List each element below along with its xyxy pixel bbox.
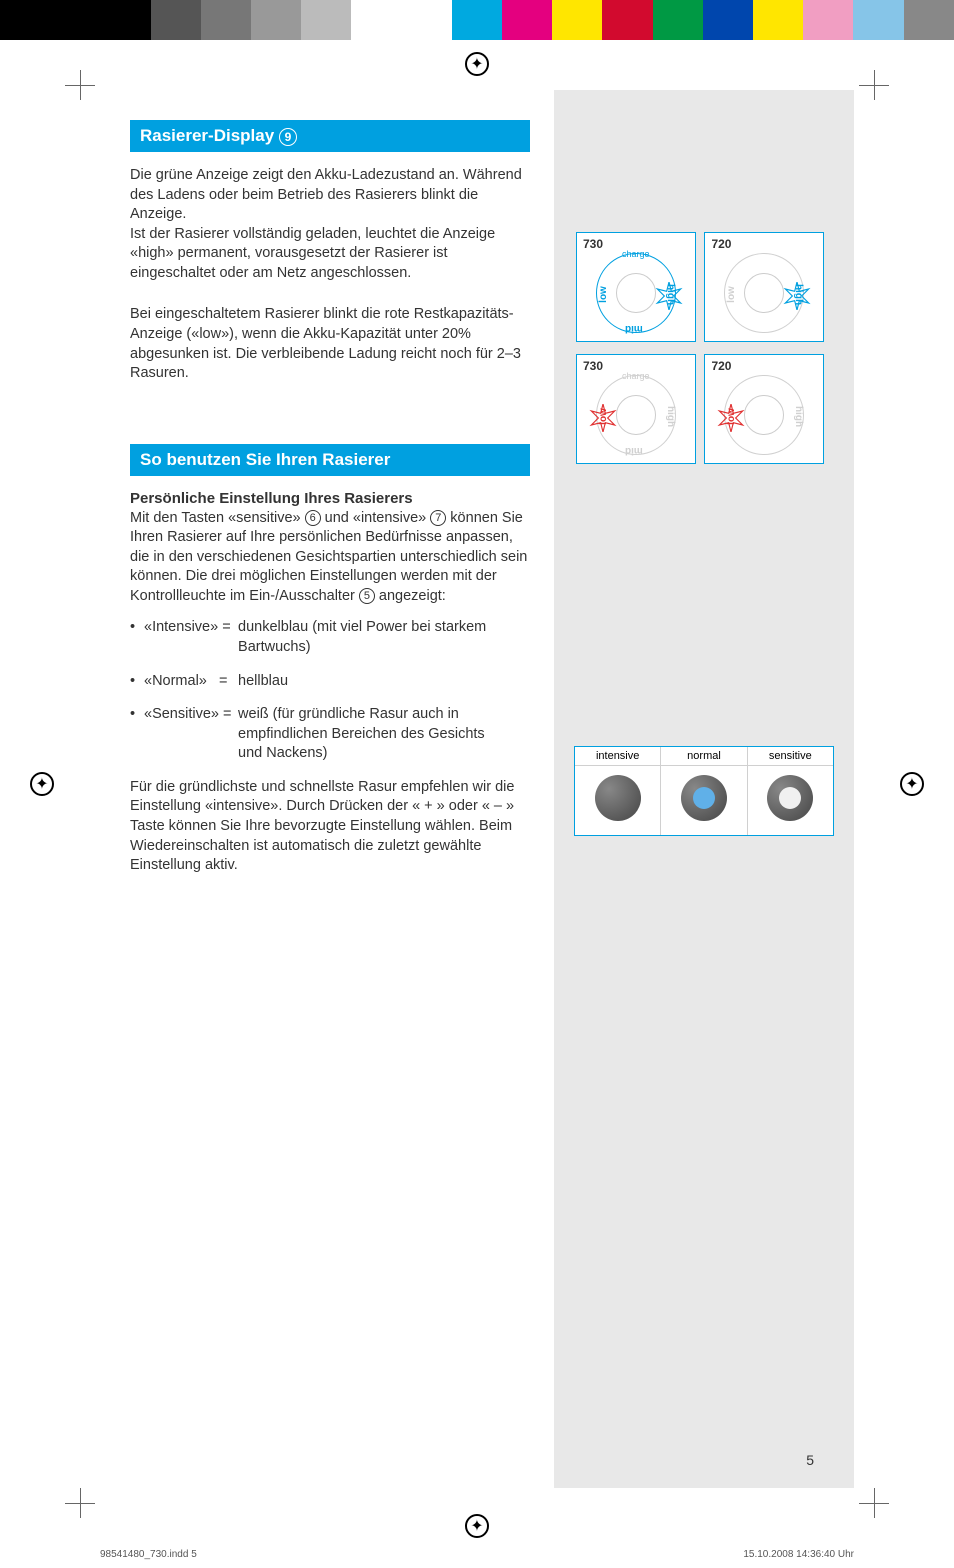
display-diagram-720: 720 low high [704, 354, 824, 464]
color-segment [100, 0, 150, 40]
color-segment [502, 0, 552, 40]
color-segment [0, 0, 50, 40]
crop-mark [859, 1488, 889, 1518]
color-segment [803, 0, 853, 40]
diagram-row-high: 730 charge low high mid 720 low high [574, 230, 834, 344]
page-number: 5 [806, 1452, 814, 1468]
footer-timestamp: 15.10.2008 14:36:40 Uhr [743, 1549, 854, 1560]
registration-mark [900, 772, 924, 796]
color-segment [251, 0, 301, 40]
dial-icon: low high mid [596, 375, 676, 455]
settings-list: «Intensive» = dunkelblau (mit viel Power… [130, 618, 530, 763]
print-color-bar [0, 0, 954, 40]
paragraph: Bei eingeschaltetem Rasierer blinkt die … [130, 305, 530, 383]
indicator-burst-icon [655, 282, 683, 310]
reference-number: 7 [430, 510, 446, 526]
color-segment [201, 0, 251, 40]
paragraph: Mit den Tasten «sensitive» 6 und «intens… [130, 509, 530, 607]
crop-mark [65, 1488, 95, 1518]
paragraph: Für die gründlichste und schnellste Rasu… [130, 778, 530, 876]
display-diagram-730: 730 charge low high mid [576, 354, 696, 464]
right-column: 730 charge low high mid 720 low high [574, 120, 834, 836]
list-item: «Intensive» = dunkelblau (mit viel Power… [130, 618, 530, 657]
color-segment [402, 0, 452, 40]
diagram-row-low: 730 charge low high mid 720 low high [574, 352, 834, 466]
color-segment [602, 0, 652, 40]
registration-mark [30, 772, 54, 796]
display-diagram-730: 730 charge low high mid [576, 232, 696, 342]
crop-mark [65, 70, 95, 100]
color-segment [653, 0, 703, 40]
subheading: Persönliche Einstellung Ihres Rasierers [130, 490, 530, 507]
indicator-burst-icon [589, 404, 617, 432]
color-segment [301, 0, 351, 40]
heading-display: Rasierer-Display 9 [130, 120, 530, 152]
knob-icon [767, 775, 813, 821]
main-column: Rasierer-Display 9 Die grüne Anzeige zei… [130, 120, 530, 898]
reference-number: 9 [279, 128, 297, 146]
knob-icon [595, 775, 641, 821]
color-segment [552, 0, 602, 40]
list-item: «Sensitive» = weiß (für gründliche Rasur… [130, 705, 530, 764]
dial-icon: low high [724, 375, 804, 455]
dial-icon: low high mid [596, 253, 676, 333]
crop-mark [859, 70, 889, 100]
color-segment [703, 0, 753, 40]
registration-mark [465, 52, 489, 76]
dial-icon: low high [724, 253, 804, 333]
mode-normal: normal [661, 747, 747, 835]
list-item: «Normal» = hellblau [130, 672, 530, 692]
display-diagram-720: 720 low high [704, 232, 824, 342]
mode-intensive: intensive [575, 747, 661, 835]
indicator-burst-icon [717, 404, 745, 432]
heading-text: So benutzen Sie Ihren Rasierer [140, 450, 390, 469]
heading-usage: So benutzen Sie Ihren Rasierer [130, 444, 530, 476]
heading-text: Rasierer-Display [140, 126, 274, 145]
page-content: Rasierer-Display 9 Die grüne Anzeige zei… [130, 90, 854, 1488]
mode-diagram: intensive normal sensitive [574, 746, 834, 836]
color-segment [452, 0, 502, 40]
indicator-burst-icon [783, 282, 811, 310]
knob-icon [681, 775, 727, 821]
reference-number: 6 [305, 510, 321, 526]
mode-sensitive: sensitive [748, 747, 833, 835]
color-segment [50, 0, 100, 40]
reference-number: 5 [359, 588, 375, 604]
color-segment [351, 0, 401, 40]
color-segment [853, 0, 903, 40]
color-segment [151, 0, 201, 40]
paragraph: Die grüne Anzeige zeigt den Akku-Ladezus… [130, 166, 530, 283]
color-segment [904, 0, 954, 40]
footer-filename: 98541480_730.indd 5 [100, 1549, 197, 1560]
color-segment [753, 0, 803, 40]
registration-mark [465, 1514, 489, 1538]
